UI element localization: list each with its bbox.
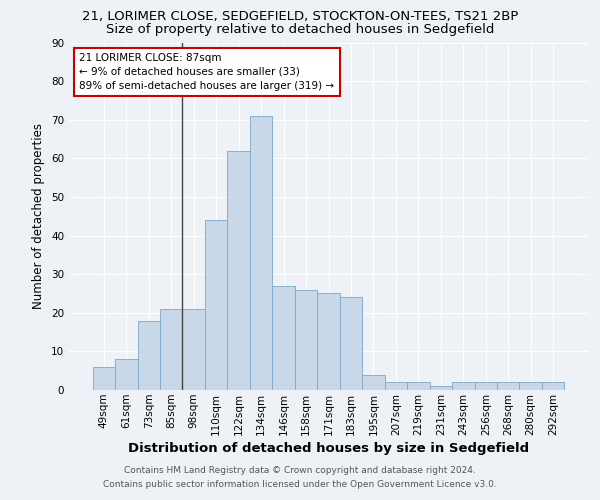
- Bar: [452, 382, 475, 390]
- Bar: [430, 386, 452, 390]
- Bar: [317, 294, 340, 390]
- Text: 21, LORIMER CLOSE, SEDGEFIELD, STOCKTON-ON-TEES, TS21 2BP: 21, LORIMER CLOSE, SEDGEFIELD, STOCKTON-…: [82, 10, 518, 23]
- Text: 21 LORIMER CLOSE: 87sqm
← 9% of detached houses are smaller (33)
89% of semi-det: 21 LORIMER CLOSE: 87sqm ← 9% of detached…: [79, 53, 335, 91]
- Bar: [475, 382, 497, 390]
- Bar: [182, 309, 205, 390]
- Bar: [295, 290, 317, 390]
- Bar: [520, 382, 542, 390]
- Text: Contains public sector information licensed under the Open Government Licence v3: Contains public sector information licen…: [103, 480, 497, 489]
- Bar: [340, 298, 362, 390]
- Bar: [205, 220, 227, 390]
- Y-axis label: Number of detached properties: Number of detached properties: [32, 123, 46, 309]
- Bar: [272, 286, 295, 390]
- Bar: [160, 309, 182, 390]
- Text: Contains HM Land Registry data © Crown copyright and database right 2024.: Contains HM Land Registry data © Crown c…: [124, 466, 476, 475]
- Bar: [362, 374, 385, 390]
- Bar: [227, 150, 250, 390]
- X-axis label: Distribution of detached houses by size in Sedgefield: Distribution of detached houses by size …: [128, 442, 529, 455]
- Bar: [542, 382, 565, 390]
- Bar: [137, 320, 160, 390]
- Bar: [385, 382, 407, 390]
- Bar: [115, 359, 137, 390]
- Bar: [497, 382, 520, 390]
- Bar: [407, 382, 430, 390]
- Text: Size of property relative to detached houses in Sedgefield: Size of property relative to detached ho…: [106, 22, 494, 36]
- Bar: [92, 367, 115, 390]
- Bar: [250, 116, 272, 390]
